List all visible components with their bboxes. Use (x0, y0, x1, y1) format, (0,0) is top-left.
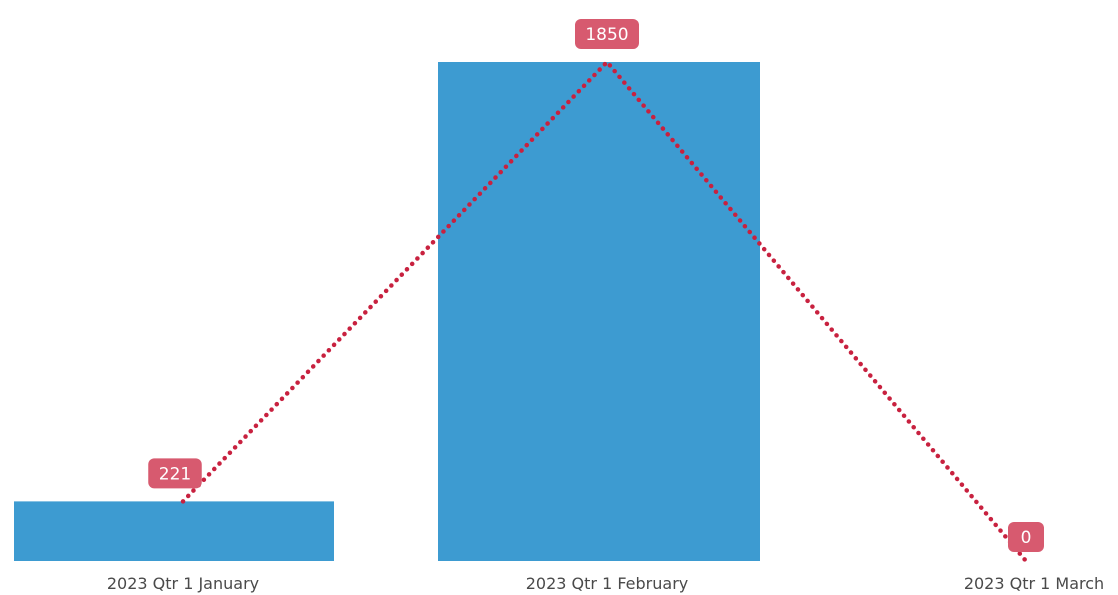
bar-1[interactable] (14, 501, 334, 561)
x-axis-ticks: 2023 Qtr 1 January 2023 Qtr 1 February 202… (107, 574, 1104, 593)
data-label-3: 0 (1008, 522, 1044, 552)
data-label-bg (1008, 522, 1044, 552)
data-label-bg (575, 19, 639, 49)
data-label-text: 221 (159, 464, 191, 484)
x-tick-label: 2023 Qtr 1 March (964, 574, 1104, 593)
data-label-1: 221 (148, 458, 202, 489)
x-tick-label: 2023 Qtr 1 February (526, 574, 689, 593)
bar-2[interactable] (438, 62, 760, 561)
data-label-2: 1850 (575, 19, 639, 49)
x-tick-label: 2023 Qtr 1 January (107, 574, 259, 593)
line-path (180, 58, 1029, 564)
data-label-text: 0 (1021, 528, 1032, 548)
line-series (180, 58, 1029, 564)
data-label-bg (148, 458, 202, 489)
data-labels: 221 1850 0 (148, 19, 1044, 552)
data-label-text: 1850 (585, 25, 628, 45)
bar-series (14, 62, 760, 561)
